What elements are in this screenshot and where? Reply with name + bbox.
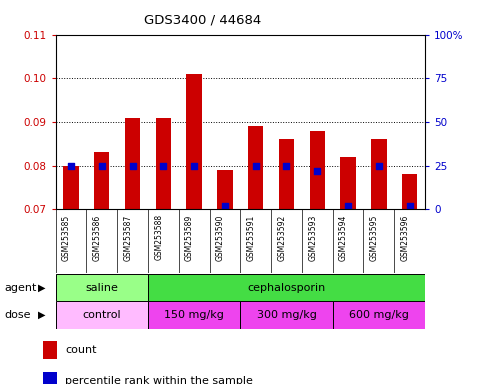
Text: cephalosporin: cephalosporin bbox=[247, 283, 326, 293]
Text: GSM253594: GSM253594 bbox=[339, 214, 348, 261]
Text: GSM253589: GSM253589 bbox=[185, 214, 194, 261]
Bar bbox=[371, 139, 386, 209]
Point bbox=[98, 162, 106, 169]
Text: GSM253593: GSM253593 bbox=[308, 214, 317, 261]
Bar bbox=[156, 118, 171, 209]
Bar bbox=[63, 166, 79, 209]
Text: GSM253591: GSM253591 bbox=[247, 214, 256, 261]
Text: GSM253587: GSM253587 bbox=[124, 214, 132, 261]
Text: saline: saline bbox=[85, 283, 118, 293]
Point bbox=[283, 162, 290, 169]
Bar bbox=[94, 152, 110, 209]
Bar bbox=[248, 126, 263, 209]
Bar bbox=[310, 131, 325, 209]
Point bbox=[128, 162, 136, 169]
Text: count: count bbox=[65, 345, 97, 355]
Point bbox=[159, 162, 167, 169]
Point bbox=[252, 162, 259, 169]
Point bbox=[221, 203, 229, 209]
Bar bbox=[186, 74, 202, 209]
Bar bbox=[148, 301, 241, 329]
Text: GSM253595: GSM253595 bbox=[370, 214, 379, 261]
Text: ▶: ▶ bbox=[38, 283, 46, 293]
Text: agent: agent bbox=[5, 283, 37, 293]
Point bbox=[406, 203, 413, 209]
Bar bbox=[341, 157, 356, 209]
Text: 150 mg/kg: 150 mg/kg bbox=[164, 310, 224, 320]
Text: dose: dose bbox=[5, 310, 31, 320]
Text: GSM253590: GSM253590 bbox=[216, 214, 225, 261]
Text: GSM253588: GSM253588 bbox=[154, 214, 163, 260]
Text: ▶: ▶ bbox=[38, 310, 46, 320]
Point bbox=[375, 162, 383, 169]
Point bbox=[344, 203, 352, 209]
Bar bbox=[402, 174, 417, 209]
Text: 600 mg/kg: 600 mg/kg bbox=[349, 310, 409, 320]
Bar bbox=[43, 372, 57, 384]
Text: GDS3400 / 44684: GDS3400 / 44684 bbox=[144, 13, 261, 26]
Bar bbox=[148, 274, 425, 301]
Bar bbox=[217, 170, 233, 209]
Text: GSM253585: GSM253585 bbox=[62, 214, 71, 261]
Text: GSM253592: GSM253592 bbox=[277, 214, 286, 261]
Bar bbox=[333, 301, 425, 329]
Text: GSM253586: GSM253586 bbox=[93, 214, 102, 261]
Bar bbox=[56, 274, 148, 301]
Point bbox=[313, 168, 321, 174]
Bar bbox=[125, 118, 140, 209]
Bar bbox=[43, 341, 57, 359]
Point bbox=[190, 162, 198, 169]
Bar bbox=[279, 139, 294, 209]
Text: 300 mg/kg: 300 mg/kg bbox=[256, 310, 316, 320]
Text: percentile rank within the sample: percentile rank within the sample bbox=[65, 376, 253, 384]
Bar bbox=[241, 301, 333, 329]
Point bbox=[67, 162, 75, 169]
Text: control: control bbox=[83, 310, 121, 320]
Text: GSM253596: GSM253596 bbox=[400, 214, 410, 261]
Bar bbox=[56, 301, 148, 329]
